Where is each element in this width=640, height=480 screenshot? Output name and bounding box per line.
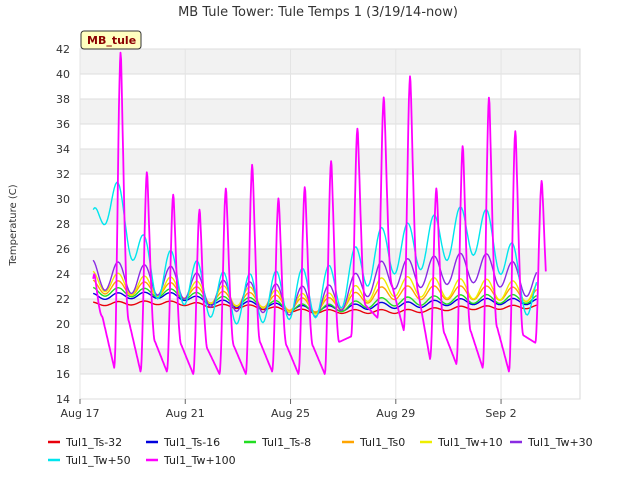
y-tick-label: 28 — [56, 218, 70, 231]
y-tick-label: 26 — [56, 243, 70, 256]
y-tick-label: 32 — [56, 168, 70, 181]
x-tick-label: Aug 17 — [61, 407, 100, 420]
y-tick-label: 18 — [56, 343, 70, 356]
x-tick-label: Sep 2 — [485, 407, 516, 420]
legend-label: Tul1_Tw+100 — [163, 454, 236, 467]
y-tick-label: 42 — [56, 43, 70, 56]
y-tick-label: 34 — [56, 143, 70, 156]
plot-band — [80, 99, 580, 124]
plot-band — [80, 49, 580, 74]
x-tick-label: Aug 25 — [271, 407, 310, 420]
site-badge: MB_tule — [80, 30, 142, 50]
y-tick-label: 30 — [56, 193, 70, 206]
y-tick-label: 22 — [56, 293, 70, 306]
plot-band — [80, 224, 580, 249]
y-tick-label: 14 — [56, 393, 70, 406]
legend-label: Tul1_Tw+10 — [437, 436, 503, 449]
legend-item[interactable]: Tul1_Tw+50 — [48, 454, 131, 467]
site-badge-label: MB_tule — [87, 34, 136, 47]
plot-band — [80, 124, 580, 149]
legend-label: Tul1_Tw+30 — [527, 436, 593, 449]
legend[interactable]: Tul1_Ts-32 Tul1_Ts-16 Tul1_Ts-8 Tul1_Ts0 Tul… — [48, 436, 593, 467]
legend-label: Tul1_Tw+50 — [65, 454, 131, 467]
grid-lines — [79, 48, 580, 400]
legend-label: Tul1_Ts0 — [359, 436, 405, 449]
legend-item[interactable]: Tul1_Tw+100 — [146, 454, 236, 467]
plot-band — [80, 74, 580, 99]
y-tick-label: 24 — [56, 268, 70, 281]
y-tick-label: 20 — [56, 318, 70, 331]
legend-item[interactable]: Tul1_Ts0 — [342, 436, 405, 449]
y-axis-ticks: 14 16 18 20 22 24 26 28 30 32 34 36 38 40 42 — [56, 43, 70, 406]
series-line-tul1-tw-50 — [92, 181, 538, 325]
plot-band — [80, 324, 580, 349]
site-badge-box — [80, 30, 142, 50]
legend-label: Tul1_Ts-16 — [163, 436, 220, 449]
series-line-tul1-tw-10 — [92, 270, 538, 315]
legend-item[interactable]: Tul1_Ts-8 — [244, 436, 311, 449]
x-axis-ticks: Aug 17 Aug 21 Aug 25 Aug 29 Sep 2 — [61, 399, 517, 420]
legend-item[interactable]: Tul1_Tw+30 — [510, 436, 593, 449]
y-tick-label: 40 — [56, 68, 70, 81]
plot-band — [80, 349, 580, 374]
chart-title: MB Tule Tower: Tule Temps 1 (3/19/14-now… — [178, 5, 458, 20]
y-axis-title: Temperature (C) — [8, 184, 19, 266]
series-line-tul1-ts0 — [92, 279, 538, 313]
plot-band — [80, 374, 580, 399]
y-tick-label: 38 — [56, 93, 70, 106]
y-tick-label: 16 — [56, 368, 70, 381]
legend-item[interactable]: Tul1_Ts-32 — [48, 436, 122, 449]
legend-item[interactable]: Tul1_Tw+10 — [420, 436, 503, 449]
series-lines — [92, 51, 547, 375]
series-line-tul1-tw-100 — [92, 51, 547, 375]
x-tick-label: Aug 21 — [166, 407, 205, 420]
y-tick-label: 36 — [56, 118, 70, 131]
series-line-tul1-tw-30 — [92, 252, 538, 318]
legend-label: Tul1_Ts-32 — [65, 436, 122, 449]
legend-item[interactable]: Tul1_Ts-16 — [146, 436, 220, 449]
legend-label: Tul1_Ts-8 — [261, 436, 311, 449]
x-tick-label: Aug 29 — [376, 407, 415, 420]
